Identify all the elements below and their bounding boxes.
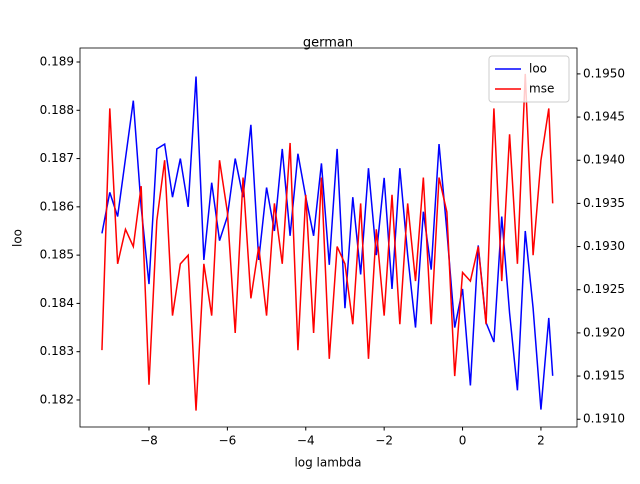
- chart-title: german: [303, 36, 353, 51]
- y-tick-label: 0.186: [40, 199, 74, 213]
- x-tick-label: −2: [375, 434, 393, 448]
- x-axis-label: log lambda: [294, 456, 361, 470]
- legend-label: mse: [529, 82, 554, 96]
- y2-tick-label: 0.1940: [583, 153, 625, 167]
- y2-tick-label: 0.1935: [583, 196, 625, 210]
- x-tick-label: 0: [459, 434, 467, 448]
- plot-frame: [79, 47, 578, 428]
- y-tick-label: 0.182: [40, 392, 74, 406]
- y2-tick-label: 0.1950: [583, 66, 625, 80]
- legend-box: [488, 55, 570, 103]
- y-tick-label: 0.183: [40, 344, 74, 358]
- legend-label: loo: [529, 62, 547, 76]
- x-tick-label: −4: [297, 434, 315, 448]
- y2-tick-label: 0.1915: [583, 369, 625, 383]
- x-tick-label: −8: [140, 434, 158, 448]
- y2-tick-label: 0.1910: [583, 412, 625, 426]
- y2-tick-label: 0.1930: [583, 239, 625, 253]
- y2-tick-label: 0.1945: [583, 110, 625, 124]
- y-axis-label: loo: [11, 229, 25, 247]
- y2-tick-label: 0.1925: [583, 282, 625, 296]
- x-tick-label: 2: [537, 434, 545, 448]
- y-tick-label: 0.188: [40, 103, 74, 117]
- line-series: [101, 73, 554, 411]
- x-tick-label: −6: [219, 434, 237, 448]
- y-tick-label: 0.185: [40, 248, 74, 262]
- y-tick-label: 0.189: [40, 55, 74, 69]
- y2-tick-label: 0.1920: [583, 325, 625, 339]
- y-tick-label: 0.187: [40, 151, 74, 165]
- y-tick-label: 0.184: [40, 296, 74, 310]
